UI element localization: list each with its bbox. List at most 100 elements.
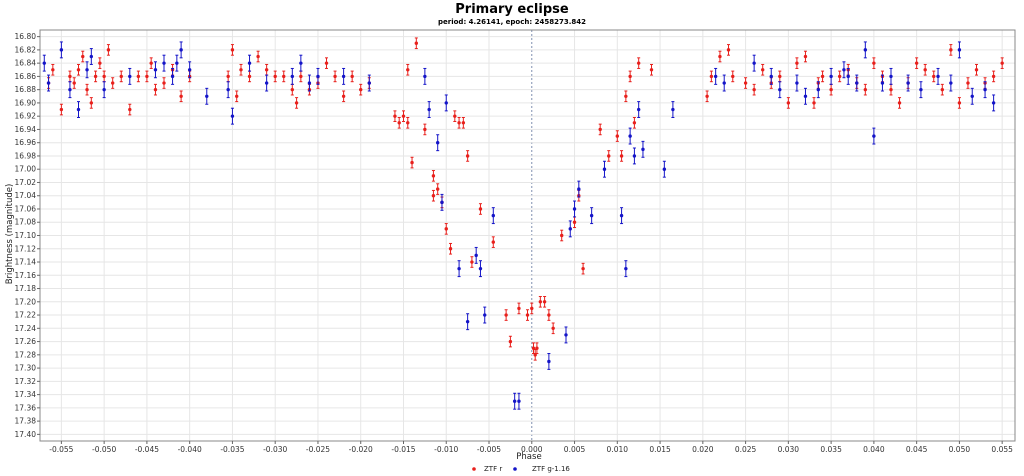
data-point [530, 306, 534, 311]
data-point [547, 313, 551, 317]
data-point [179, 94, 183, 98]
data-point [731, 74, 735, 79]
data-point [602, 167, 607, 171]
data-point [889, 87, 893, 92]
data-point [974, 68, 979, 72]
data-point [98, 61, 102, 65]
data-point [406, 121, 410, 125]
y-tick-label: 17.34 [15, 390, 37, 399]
data-point [560, 233, 564, 238]
data-point [607, 154, 611, 158]
data-point [535, 346, 539, 350]
data-point [247, 61, 252, 65]
data-point [632, 154, 637, 158]
data-point [923, 68, 927, 72]
legend: ZTF r ZTF g-1.16 [472, 465, 570, 473]
x-tick-label: -0.055 [49, 445, 73, 454]
y-tick-label: 17.12 [15, 244, 37, 253]
data-point [581, 266, 585, 271]
data-point [872, 61, 876, 65]
data-point [547, 359, 551, 364]
data-point [705, 94, 709, 98]
data-point [786, 101, 791, 105]
data-point [149, 61, 153, 65]
data-point [470, 260, 474, 264]
data-point [671, 107, 675, 112]
x-axis-label: Phase [516, 452, 541, 462]
x-tick-label: 0.055 [991, 445, 1013, 454]
data-point [81, 54, 85, 59]
data-point [829, 74, 833, 79]
data-point [504, 313, 508, 317]
data-point [264, 68, 269, 72]
data-point [89, 54, 94, 59]
data-point [957, 48, 962, 52]
data-point [949, 48, 953, 52]
x-tick-label: -0.010 [434, 445, 458, 454]
data-point [119, 74, 123, 79]
data-point [718, 54, 722, 59]
data-points [42, 37, 1004, 410]
data-point [431, 174, 436, 178]
data-point [230, 48, 235, 52]
data-point [564, 333, 568, 337]
y-tick-label: 17.18 [15, 284, 37, 293]
x-tick-label: 0.025 [735, 445, 757, 454]
data-point [662, 167, 667, 171]
data-point [632, 121, 637, 125]
data-point [795, 61, 799, 65]
data-point [572, 220, 577, 224]
data-point [162, 81, 166, 85]
data-point [820, 74, 825, 79]
data-point [636, 61, 641, 65]
data-point [778, 74, 782, 79]
data-point [649, 68, 654, 72]
data-point [624, 266, 628, 271]
y-tick-label: 17.22 [15, 311, 37, 320]
x-tick-label: -0.030 [263, 445, 287, 454]
x-tick-label: 0.030 [778, 445, 800, 454]
data-point [435, 187, 440, 191]
data-point [226, 87, 230, 92]
y-tick-label: 17.30 [15, 364, 37, 373]
data-point [1000, 61, 1004, 65]
data-point [187, 68, 192, 72]
data-point [440, 200, 444, 205]
data-point [991, 101, 996, 105]
data-point [162, 61, 166, 65]
data-point [619, 213, 624, 218]
data-point [598, 127, 602, 132]
x-tick-label: -0.035 [220, 445, 244, 454]
y-tick-label: 17.08 [15, 218, 37, 227]
data-point [341, 94, 346, 98]
data-point [491, 240, 495, 244]
data-point [483, 313, 487, 317]
data-point [205, 94, 209, 98]
y-tick-label: 16.86 [15, 72, 37, 81]
data-point [538, 300, 543, 304]
y-tick-label: 17.28 [15, 350, 37, 359]
data-point [256, 54, 260, 59]
y-tick-label: 16.84 [15, 59, 37, 68]
data-point [102, 74, 106, 79]
data-point [431, 194, 436, 198]
y-tick-label: 17.06 [15, 204, 37, 213]
data-point [367, 81, 371, 85]
data-point [465, 154, 470, 158]
data-point [577, 187, 581, 191]
data-point [102, 87, 106, 92]
y-tick-label: 16.98 [15, 151, 37, 160]
y-tick-label: 16.96 [15, 138, 37, 147]
legend-marker-ztf-g [513, 467, 517, 471]
legend-label-ztf-r: ZTF r [484, 465, 502, 473]
data-point [726, 48, 731, 52]
data-point [906, 81, 910, 85]
x-tick-label: -0.050 [92, 445, 116, 454]
legend-label-ztf-g: ZTF g-1.16 [532, 465, 570, 473]
data-point [153, 68, 158, 72]
data-point [491, 213, 495, 218]
axis-ticks: -0.055 -0.050 -0.045 -0.040 -0.035 -0.030 -0.0… [15, 32, 1014, 454]
data-point [406, 68, 410, 72]
y-tick-label: 16.82 [15, 45, 37, 54]
data-point [179, 48, 183, 52]
